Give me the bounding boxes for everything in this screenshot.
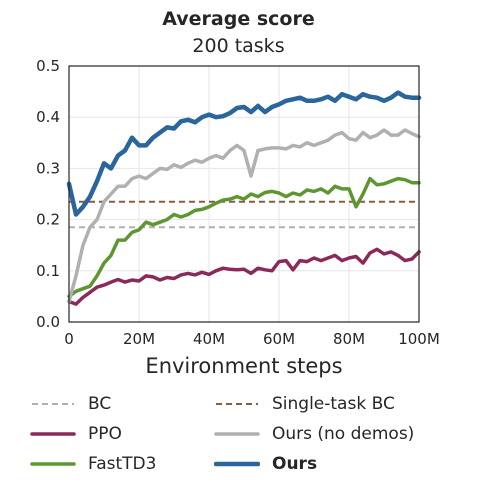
x-tick-label: 0	[64, 330, 74, 348]
x-axis-label: Environment steps	[145, 354, 342, 378]
legend-item: BC	[30, 392, 111, 416]
x-tick-label: 60M	[263, 330, 295, 348]
legend-swatch	[214, 461, 260, 467]
legend-item: PPO	[30, 422, 122, 446]
series-line-fasttd3	[67, 176, 421, 299]
legend-label: BC	[88, 394, 112, 414]
legend-item: FastTD3	[30, 452, 156, 476]
legend-swatch	[30, 432, 76, 436]
x-tick-label: 40M	[193, 330, 225, 348]
x-tick-label: 100M	[398, 330, 440, 348]
series-line-ours	[66, 90, 422, 217]
chart-subtitle: 200 tasks	[192, 35, 285, 57]
legend-label: PPO	[88, 424, 122, 444]
legend-swatch	[214, 432, 260, 436]
series-line-ours-no-demos	[67, 128, 421, 304]
legend-label: Ours	[272, 454, 318, 474]
legend-label: Single-task BC	[272, 394, 395, 414]
chart-title: Average score	[162, 8, 315, 30]
plot-frame	[68, 65, 420, 323]
series-lines	[66, 90, 422, 306]
legend-label: Ours (no demos)	[272, 424, 415, 444]
y-tick-label: 0.2	[36, 211, 60, 229]
legend-item: Ours	[214, 452, 317, 476]
x-tick-label: 80M	[333, 330, 365, 348]
y-tick-label: 0.4	[36, 108, 60, 126]
legend-label: FastTD3	[88, 454, 157, 474]
y-tick-label: 0.3	[36, 159, 60, 177]
legend-swatch	[32, 403, 74, 405]
y-tick-label: 0.1	[36, 262, 60, 280]
grid	[68, 65, 420, 323]
y-tick-label: 0.0	[36, 313, 60, 331]
y-tick-label: 0.5	[36, 57, 60, 75]
series-line-ppo	[67, 247, 421, 306]
legend-swatch	[30, 462, 76, 466]
legend-item: Ours (no demos)	[214, 422, 414, 446]
x-tick-label: 20M	[123, 330, 155, 348]
legend-item: Single-task BC	[214, 392, 395, 416]
legend-swatch	[216, 403, 258, 405]
line-chart: 0 20M 40M 60M 80M 100M 0.0 0.1 0.2 0.3 0.4 0.5 Envi…	[36, 57, 440, 378]
axis-ticks: 0 20M 40M 60M 80M 100M 0.0 0.1 0.2 0.3 0.4 0.5	[36, 57, 440, 348]
